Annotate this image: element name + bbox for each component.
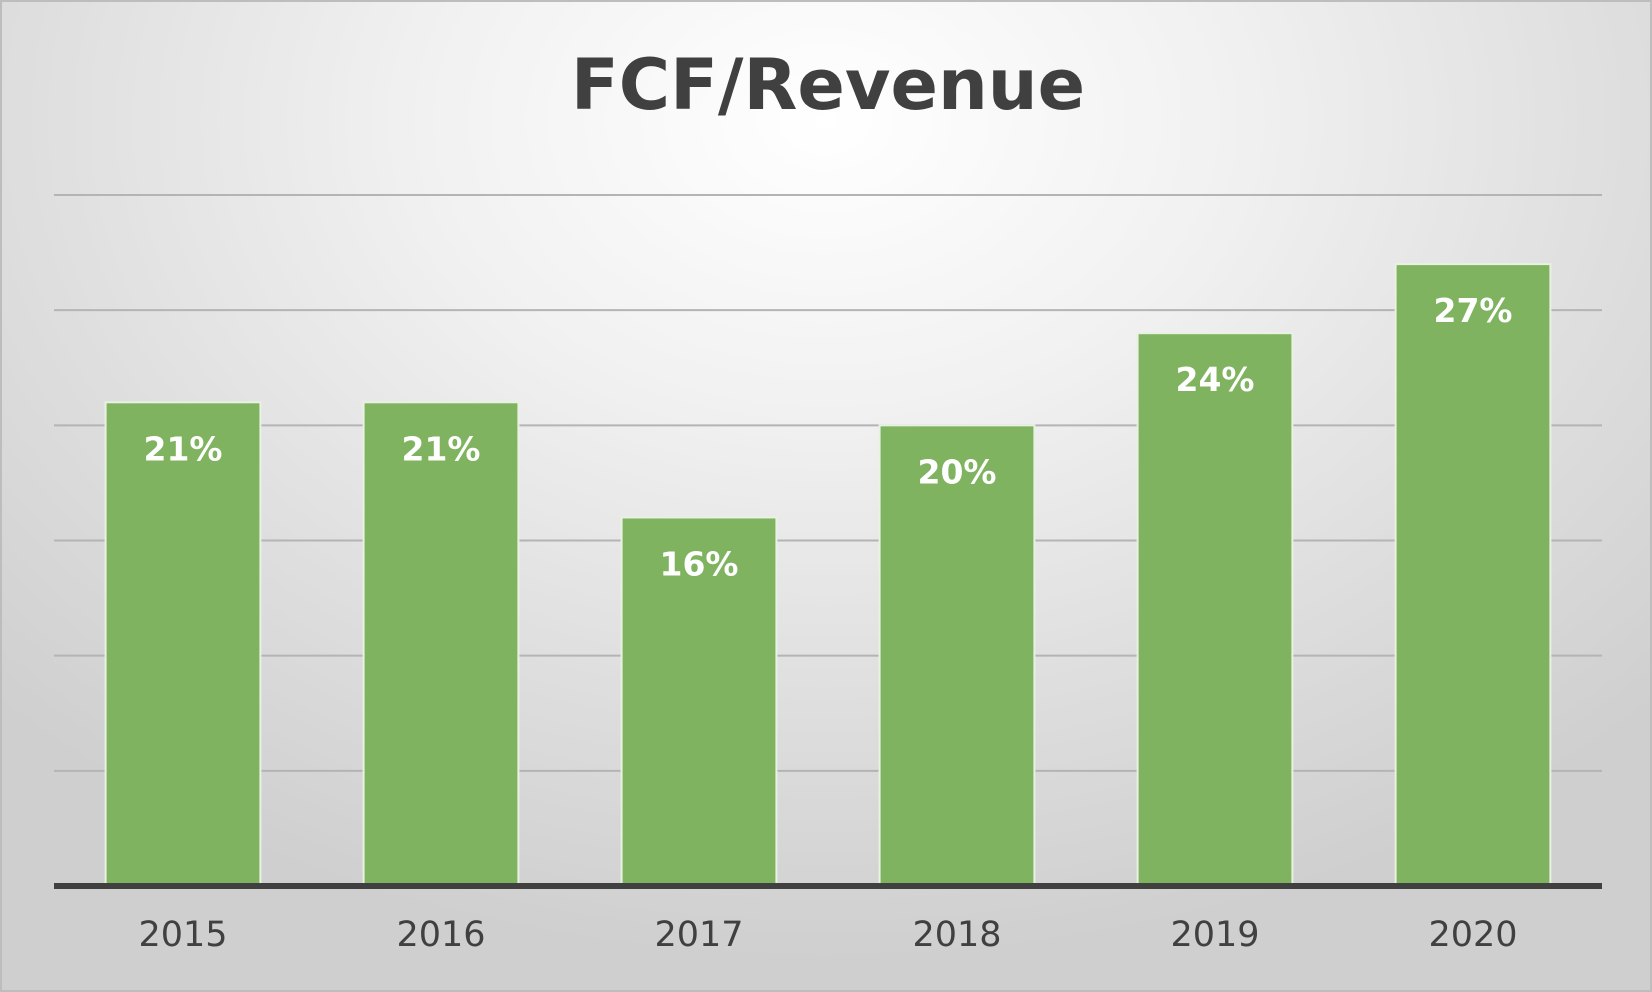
x-tick-label-2018: 2018: [912, 915, 1001, 955]
bars: [104, 263, 1552, 888]
chart-title: FCF/Revenue: [570, 44, 1086, 126]
labels: 21% 2015 21% 2016 16% 2017 20% 2018 24% 2019 27% 20…: [138, 291, 1517, 955]
data-label-2019: 24%: [1176, 360, 1255, 399]
bar-2017: [620, 516, 778, 887]
x-tick-label-2019: 2019: [1170, 915, 1259, 955]
x-tick-label-2017: 2017: [654, 915, 743, 955]
data-label-2017: 16%: [660, 544, 739, 583]
x-tick-label-2020: 2020: [1428, 915, 1517, 955]
data-label-2015: 21%: [144, 429, 223, 468]
bar-2016: [362, 401, 520, 887]
bar-2020: [1394, 263, 1552, 888]
data-label-2016: 21%: [402, 429, 481, 468]
bar-2018: [878, 424, 1036, 887]
bar-2015: [104, 401, 262, 887]
x-tick-label-2015: 2015: [138, 915, 227, 955]
data-label-2018: 20%: [918, 452, 997, 491]
bar-2019: [1136, 332, 1294, 887]
gridlines: [54, 194, 1602, 772]
data-label-2020: 27%: [1434, 291, 1513, 330]
x-tick-label-2016: 2016: [396, 915, 485, 955]
